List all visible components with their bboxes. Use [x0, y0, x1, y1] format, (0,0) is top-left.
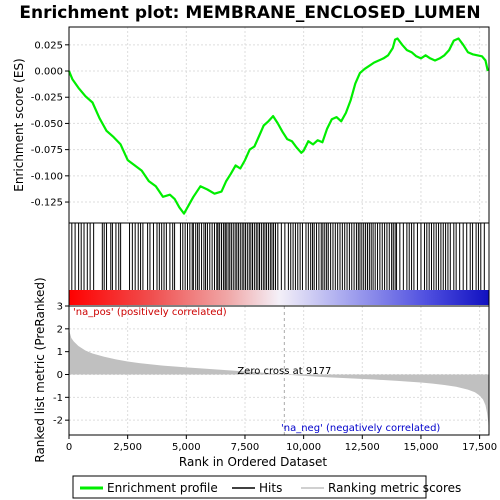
x-tick-label: 17,500 [462, 442, 497, 453]
zero-cross-label: Zero cross at 9177 [237, 366, 331, 377]
metric-x-ticks: 0 2,500 5,000 7,500 10,000 12,500 15,000 17,500 [66, 435, 497, 453]
x-tick-label: 5,000 [172, 442, 201, 453]
legend-label-ranking-metric: Ranking metric scores [328, 481, 461, 495]
legend-label-enrichment-profile: Enrichment profile [107, 481, 218, 495]
negative-correlated-label: 'na_neg' (negatively correlated) [281, 423, 440, 434]
x-axis-label: Rank in Ordered Dataset [179, 455, 327, 469]
metric-panel-frame [68, 305, 490, 436]
es-y-tick-label: -0.125 [31, 198, 63, 209]
hits-panel [68, 222, 490, 307]
metric-y-ticks: 3 2 1 0 -1 -2 [53, 302, 69, 427]
positive-correlated-label: 'na_pos' (positively correlated) [73, 307, 227, 318]
enrichment-profile-line [67, 37, 489, 215]
es-y-tick-label: -0.025 [31, 93, 63, 104]
metric-y-tick-label: 1 [57, 347, 63, 358]
es-y-tick-label: -0.050 [31, 119, 63, 130]
legend-label-hits: Hits [259, 481, 282, 495]
chart-title: Enrichment plot: MEMBRANE_ENCLOSED_LUMEN [19, 3, 480, 23]
es-y-tick-label: -0.100 [31, 171, 63, 182]
metric-y-axis-label: Ranked list metric (PreRanked) [33, 277, 47, 462]
metric-y-tick-label: -2 [53, 416, 63, 427]
metric-y-tick-label: 2 [57, 324, 63, 335]
x-tick-label: 7,500 [231, 442, 260, 453]
metric-y-tick-label: 3 [57, 302, 63, 313]
es-y-axis-label: Enrichment score (ES) [12, 58, 26, 191]
hit-marks [71, 223, 485, 290]
es-panel: 0.025 0.000 -0.025 -0.050 -0.075 -0.100 -0.125… [12, 26, 490, 224]
x-tick-label: 0 [66, 442, 72, 453]
metric-panel: 3 2 1 0 -1 -2 0 2,500 5,000 7,500 10,000 12,500 15,… [33, 277, 497, 469]
es-y-ticks: 0.025 0.000 -0.025 -0.050 -0.075 -0.100 -0.125 [31, 40, 69, 209]
es-y-tick-label: 0.000 [34, 67, 63, 78]
es-y-tick-label: 0.025 [34, 40, 63, 51]
ranking-metric-area [69, 311, 489, 434]
legend-box [72, 475, 427, 499]
legend: Enrichment profile Hits Ranking metric s… [72, 475, 461, 499]
metric-y-tick-label: 0 [57, 370, 63, 381]
x-tick-label: 15,000 [403, 442, 438, 453]
x-tick-label: 12,500 [345, 442, 380, 453]
es-y-tick-label: -0.075 [31, 145, 63, 156]
rank-color-bar [69, 290, 489, 305]
x-tick-label: 10,000 [286, 442, 321, 453]
x-tick-label: 2,500 [113, 442, 142, 453]
metric-y-tick-label: -1 [53, 393, 63, 404]
